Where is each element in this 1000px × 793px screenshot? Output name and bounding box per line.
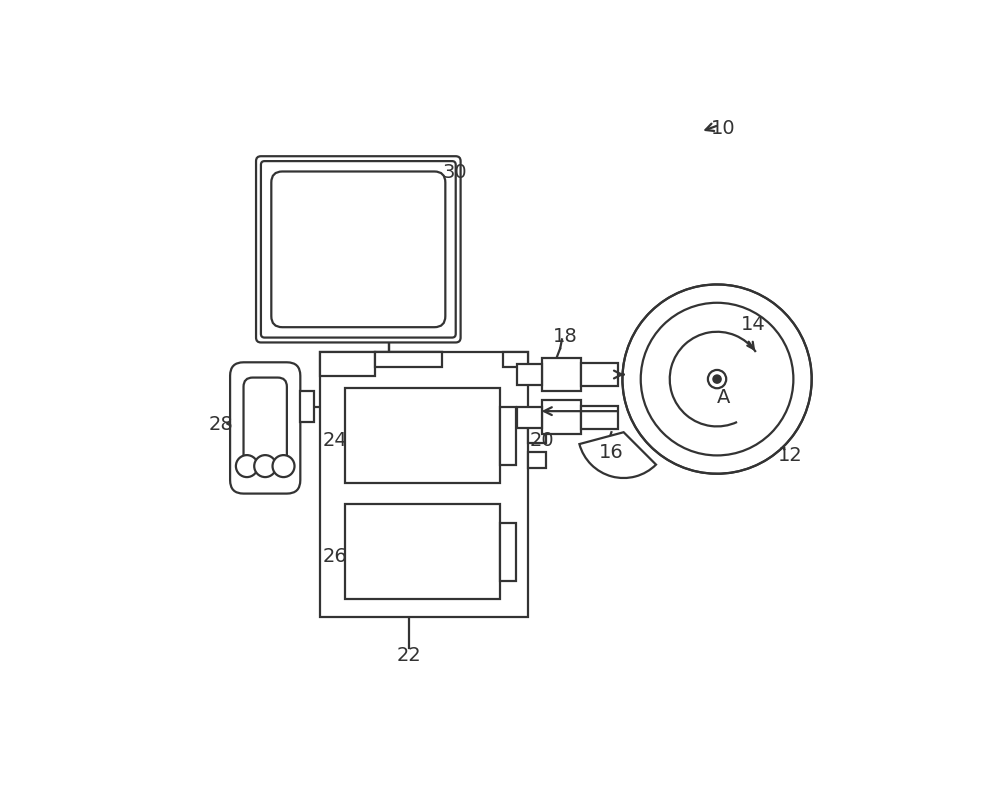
Bar (503, 351, 528, 367)
FancyBboxPatch shape (230, 362, 300, 493)
Text: 26: 26 (323, 546, 348, 565)
Bar (500, 523, 516, 580)
Circle shape (622, 285, 812, 473)
Text: A: A (716, 388, 730, 407)
Bar (542, 400, 581, 434)
FancyBboxPatch shape (271, 171, 445, 328)
Text: 28: 28 (208, 416, 233, 435)
Text: 14: 14 (741, 315, 766, 334)
Bar (517, 407, 542, 428)
Text: 30: 30 (442, 163, 467, 182)
Bar (528, 452, 546, 468)
Text: 12: 12 (778, 446, 803, 465)
Bar (500, 407, 516, 465)
Text: 20: 20 (529, 431, 554, 450)
Circle shape (254, 455, 276, 477)
FancyBboxPatch shape (244, 377, 287, 466)
Bar (375, 351, 442, 367)
Circle shape (236, 455, 258, 477)
Circle shape (713, 375, 721, 383)
Bar (581, 406, 618, 429)
Text: 10: 10 (711, 119, 735, 138)
Bar (528, 422, 546, 443)
Wedge shape (579, 432, 656, 478)
Bar (542, 358, 581, 391)
Circle shape (641, 303, 793, 455)
Text: 24: 24 (323, 431, 348, 450)
Bar (300, 391, 314, 422)
FancyBboxPatch shape (256, 156, 461, 343)
FancyBboxPatch shape (261, 161, 456, 338)
Bar (345, 504, 500, 599)
Bar (517, 364, 542, 385)
Bar (320, 351, 528, 617)
Text: 18: 18 (553, 327, 578, 346)
Bar (581, 363, 618, 386)
Bar (320, 351, 375, 376)
Text: 16: 16 (599, 442, 624, 462)
Circle shape (708, 370, 726, 389)
Circle shape (273, 455, 295, 477)
Bar (345, 389, 500, 483)
Text: 22: 22 (396, 646, 421, 665)
